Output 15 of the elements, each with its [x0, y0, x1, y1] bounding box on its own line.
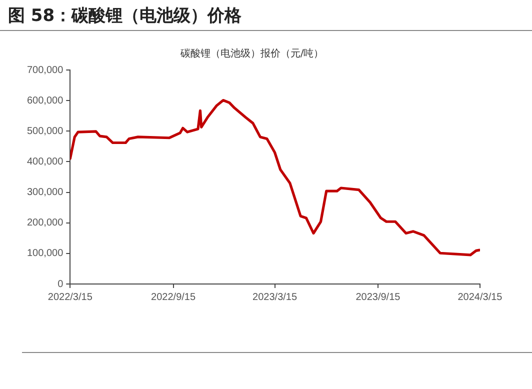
y-tick-label: 700,000 [26, 64, 64, 76]
x-tick-label: 2024/3/15 [458, 292, 503, 303]
x-tick-label: 2023/9/15 [356, 292, 401, 303]
y-tick-label: 0 [58, 278, 64, 290]
y-tick-label: 200,000 [26, 218, 64, 229]
x-tick-label: 2023/3/15 [252, 292, 298, 303]
chart-title: 图 58：碳酸锂（电池级）价格 [8, 5, 242, 27]
y-tick-label: 300,000 [26, 187, 64, 198]
x-tick-label: 2022/3/15 [48, 292, 93, 303]
y-tick-label: 600,000 [26, 95, 64, 106]
y-tick-label: 500,000 [26, 126, 64, 137]
x-tick-label: 2022/9/15 [151, 292, 196, 303]
chart-subtitle: 碳酸锂（电池级）报价（元/吨） [179, 48, 324, 60]
y-tick-label: 400,000 [26, 156, 64, 168]
y-tick-label: 100,000 [26, 248, 64, 260]
